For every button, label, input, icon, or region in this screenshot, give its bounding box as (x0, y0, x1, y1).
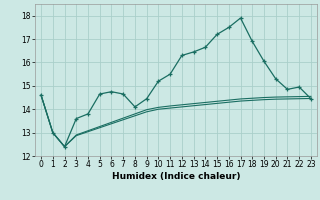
X-axis label: Humidex (Indice chaleur): Humidex (Indice chaleur) (112, 172, 240, 181)
